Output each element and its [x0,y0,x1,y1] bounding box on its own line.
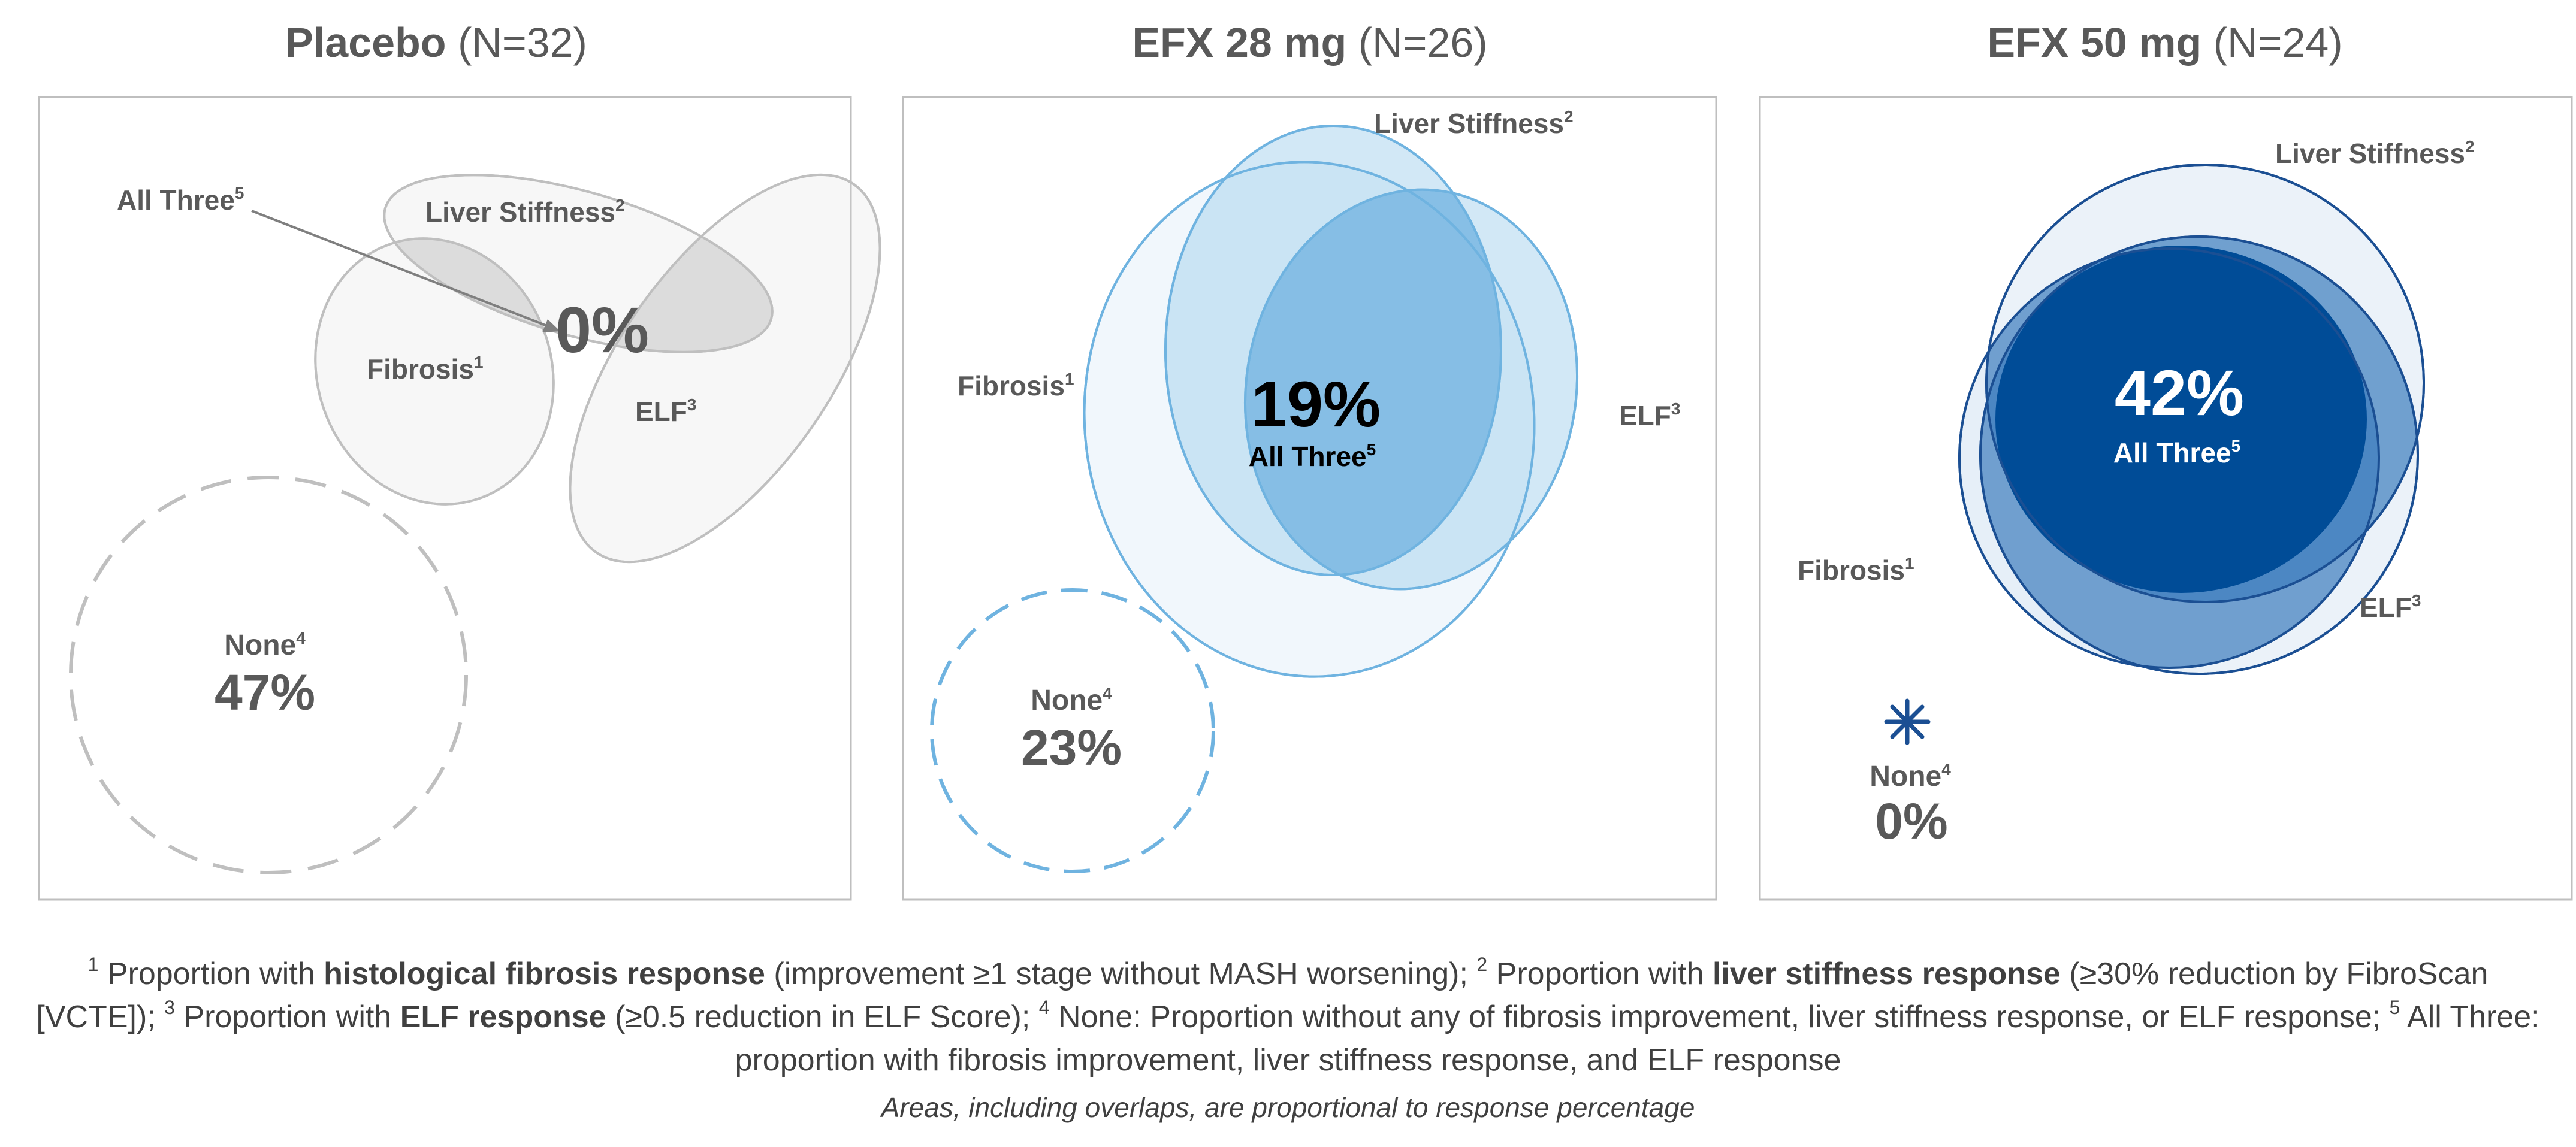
footnotes: 1 Proportion with histological fibrosis … [36,954,2540,1078]
none-label: None4 [1031,684,1112,716]
none-percent: 47% [215,664,315,721]
all-three-label: All Three5 [1249,440,1376,472]
all-three-percent: 19% [1251,368,1381,440]
all-three-label: All Three5 [117,184,244,216]
panel-efx-28: EFX 28 mg (N=26) Liver Stiffness2 Fibros… [902,19,1717,901]
elf-label: ELF3 [2360,591,2421,623]
efx-50-venn [1958,164,2425,675]
all-three-percent: 0% [555,293,649,366]
footnote-marker: 1 [87,954,99,975]
footnote-marker: 5 [2389,997,2400,1018]
all-three-label: All Three5 [2113,437,2240,468]
liver-stiffness-label: Liver Stiffness2 [2275,137,2475,169]
all-three-region [1995,246,2367,593]
liver-stiffness-label: Liver Stiffness2 [425,196,625,228]
none-set [930,588,1215,873]
none-set [69,476,468,874]
elf-label: ELF3 [1619,400,1680,431]
panel-title: EFX 50 mg (N=24) [1987,19,2342,66]
footnote-marker: 3 [164,997,175,1018]
all-three-percent: 42% [2115,356,2244,429]
none-label: None4 [224,629,306,661]
footnote-marker: 4 [1038,997,1050,1018]
panel-title: EFX 28 mg (N=26) [1132,19,1487,66]
none-label: None4 [1870,760,1951,792]
efx-28-venn [1083,125,1578,678]
fibrosis-label: Fibrosis1 [367,353,484,385]
liver-stiffness-label: Liver Stiffness2 [1374,107,1574,139]
panel-frame [902,96,1717,901]
placebo-venn [314,173,881,564]
panel-frame [1759,96,2573,901]
footnote-marker: 2 [1476,954,1488,975]
figure-caption: Areas, including overlaps, are proportio… [881,1092,1695,1123]
panel-efx-50: EFX 50 mg (N=24) Liver Stiffness2 Fibros… [1759,19,2573,901]
panel-frame [38,96,852,901]
none-percent: 23% [1021,719,1122,776]
panel-placebo: Placebo (N=32) All Three5 0% Liver Stiff… [38,19,881,901]
fibrosis-label: Fibrosis1 [1798,554,1914,586]
all-three-pointer-arrow [251,210,551,328]
arrow-head [542,319,560,332]
asterisk-icon [1884,698,1931,745]
none-percent: 0% [1875,793,1947,849]
panel-title: Placebo (N=32) [285,19,587,66]
fibrosis-label: Fibrosis1 [958,370,1074,401]
elf-label: ELF3 [635,395,696,427]
